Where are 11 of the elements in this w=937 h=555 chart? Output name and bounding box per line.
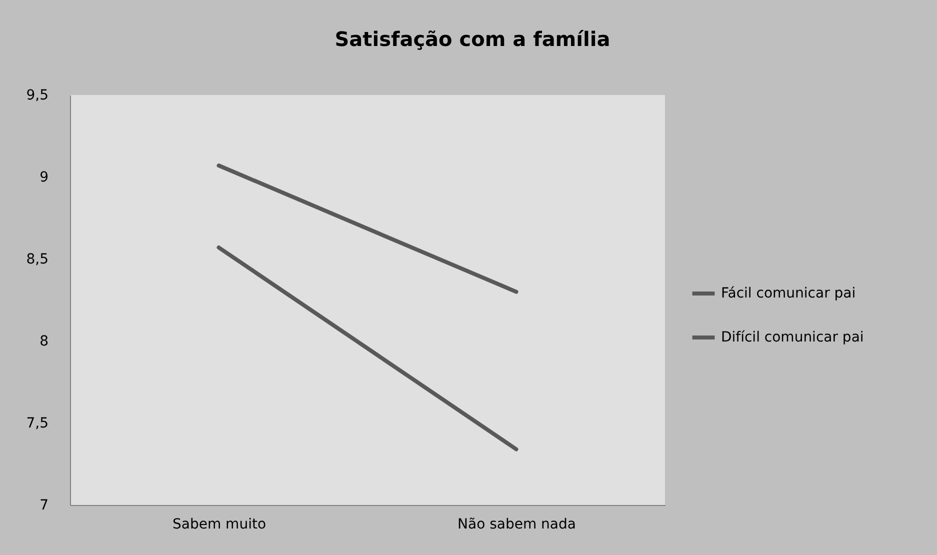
x-tick-label: Sabem muito	[172, 516, 266, 532]
y-tick-label: 9	[40, 170, 48, 186]
legend-label: Difícil comunicar pai	[721, 330, 864, 346]
legend-label: Fácil comunicar pai	[721, 286, 856, 302]
x-tick-label: Não sabem nada	[458, 516, 576, 532]
y-tick-label: 8,5	[26, 252, 48, 268]
y-tick-label: 9,5	[26, 88, 48, 104]
y-tick-label: 7,5	[26, 416, 48, 432]
chart-title: Satisfação com a família	[334, 27, 610, 51]
y-tick-label: 7	[40, 498, 48, 514]
y-tick-label: 8	[40, 334, 48, 350]
